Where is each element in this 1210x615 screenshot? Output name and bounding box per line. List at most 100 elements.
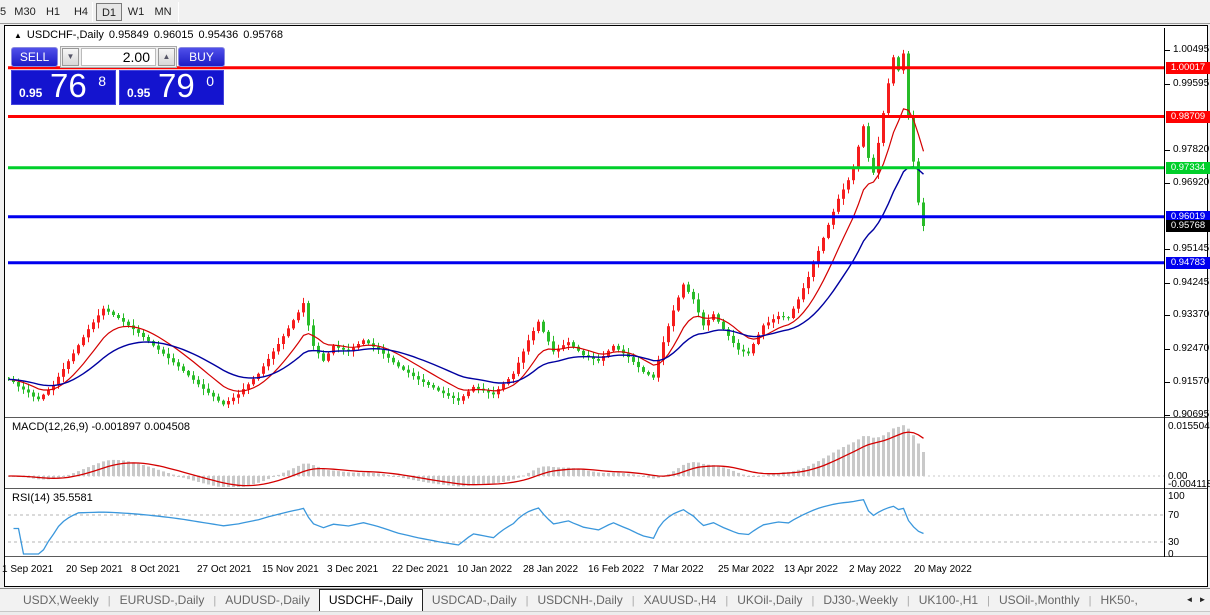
volume-increase-button[interactable]: ▲ [158,48,175,66]
level-price-label: 1.00017 [1166,62,1210,74]
rsi-tick-label: 0 [1168,549,1174,560]
price-tick-label: 0.96920 [1173,177,1210,188]
price-tick-mark [1165,150,1170,151]
status-strip [0,611,1210,615]
current-price-label: 0.95768 [1166,220,1210,232]
sell-price-sup: 8 [98,73,106,89]
timeframe-h4[interactable]: H4 [73,6,89,18]
separator-main-macd[interactable] [5,417,1207,418]
tab-separator: | [725,595,729,607]
tab-scroll-left-icon[interactable]: ◄ [1185,595,1194,604]
sell-price-box[interactable]: 0.95 76 8 [11,67,116,105]
buy-price-big: 79 [158,67,195,104]
sell-button[interactable]: SELL [11,47,58,67]
timeframe-m30[interactable]: M30 [14,6,36,18]
buy-price-sup: 0 [206,73,214,89]
date-tick-label: 22 Dec 2021 [392,564,449,575]
date-tick-label: 13 Apr 2022 [784,564,838,575]
chart-tab-audusd-daily[interactable]: AUDUSD-,Daily [225,593,310,607]
rsi-tick-label: 100 [1168,491,1185,502]
price-tick-mark [1165,283,1170,284]
price-tick-label: 0.92470 [1173,343,1210,354]
date-tick-label: 2 May 2022 [849,564,902,575]
price-tick-mark [1165,382,1170,383]
price-tick-label: 0.97820 [1173,144,1210,155]
tab-separator: | [525,595,529,607]
timeframe-mn[interactable]: MN [154,6,172,18]
price-tick-label: 0.91570 [1173,376,1210,387]
volume-spinner: ▼ 2.00 ▲ [60,46,177,68]
date-tick-label: 28 Jan 2022 [523,564,579,575]
date-tick-label: 1 Sep 2021 [2,564,54,575]
macd-label: MACD(12,26,9) -0.001897 0.004508 [12,421,190,433]
tab-separator: | [631,595,635,607]
price-tick-label: 0.90695 [1173,409,1210,420]
chart-tab-xauusd-h4[interactable]: XAUUSD-,H4 [643,593,717,607]
buy-price-box[interactable]: 0.95 79 0 [119,67,224,105]
chart-tab-usdx-weekly[interactable]: USDX,Weekly [23,593,99,607]
chart-tab-usoil-monthly[interactable]: USOil-,Monthly [998,593,1080,607]
date-tick-label: 15 Nov 2021 [262,564,319,575]
chart-tab-hk50-[interactable]: HK50-, [1100,593,1138,607]
level-price-label: 0.97334 [1166,162,1210,174]
collapse-panel-icon[interactable]: ▲ [14,31,22,40]
chart-window[interactable] [4,25,1208,587]
chart-tab-uk100-h1[interactable]: UK100-,H1 [918,593,979,607]
toolbar-separator [178,2,179,22]
tab-separator: | [906,595,910,607]
chart-tab-usdcnh-daily[interactable]: USDCNH-,Daily [537,593,623,607]
chart-tab-eurusd-daily[interactable]: EURUSD-,Daily [119,593,205,607]
sell-price-big: 76 [50,67,87,104]
date-tick-label: 25 Mar 2022 [718,564,775,575]
date-tick-label: 16 Feb 2022 [588,564,645,575]
toolbar-separator [92,2,93,22]
date-tick-label: 3 Dec 2021 [327,564,379,575]
price-axis-border [1164,28,1165,557]
chart-tab-bar: USDX,Weekly | EURUSD-,Daily | AUDUSD-,Daily U… [0,588,1210,611]
chart-tab-usdcad-daily[interactable]: USDCAD-,Daily [431,593,517,607]
date-tick-label: 27 Oct 2021 [197,564,252,575]
tab-separator: | [213,595,217,607]
tab-scroll-right-icon[interactable]: ► [1198,595,1207,604]
volume-decrease-button[interactable]: ▼ [62,48,79,66]
price-tick-mark [1165,183,1170,184]
price-tick-mark [1165,249,1170,250]
price-tick-mark [1165,84,1170,85]
date-tick-label: 8 Oct 2021 [131,564,180,575]
ohlc-low: 0.95436 [198,29,239,41]
tab-separator: | [987,595,990,607]
rsi-label: RSI(14) 35.5581 [12,492,93,504]
chart-tab-ukoil-daily[interactable]: UKOil-,Daily [737,593,803,607]
date-tick-label: 20 Sep 2021 [66,564,123,575]
tab-separator: | [1088,595,1092,607]
rsi-tick-label: 30 [1168,537,1180,548]
ohlc-open: 0.95849 [108,29,149,41]
tab-separator: | [107,595,111,607]
price-tick-mark [1165,315,1170,316]
price-tick-label: 0.95145 [1173,243,1210,254]
timeframe-h1[interactable]: H1 [45,6,61,18]
volume-input[interactable]: 2.00 [81,48,156,66]
timeframe-w1[interactable]: W1 [127,6,145,18]
timeframe-5[interactable]: 5 [0,6,7,18]
timeframe-d1[interactable]: D1 [96,3,122,21]
macd-tick-label: -0.004118 [1168,479,1210,490]
one-click-trading-panel: SELL ▼ 2.00 ▲ BUY 0.95 76 8 0.95 79 0 [11,45,225,106]
ohlc-high: 0.96015 [153,29,194,41]
price-tick-label: 0.99595 [1173,78,1210,89]
separator-rsi-dates [5,556,1207,557]
separator-macd-rsi[interactable] [5,488,1207,489]
macd-tick-label: 0.015504 [1168,421,1210,432]
rsi-tick-label: 70 [1168,510,1180,521]
level-price-label: 0.94783 [1166,257,1210,269]
price-tick-label: 0.94245 [1173,277,1210,288]
price-tick-mark [1165,50,1170,51]
chart-tab-usdchf-daily[interactable]: USDCHF-,Daily [318,589,423,611]
ohlc-close: 0.95768 [243,29,283,41]
chevron-up-icon: ▲ [162,52,171,61]
date-tick-label: 20 May 2022 [914,564,972,575]
chart-tab-dj30-weekly[interactable]: DJ30-,Weekly [823,593,898,607]
date-tick-label: 10 Jan 2022 [457,564,513,575]
buy-button[interactable]: BUY [178,47,225,67]
timeframe-toolbar: 5 M30 H1 H4 D1 W1 MN [0,0,1210,24]
